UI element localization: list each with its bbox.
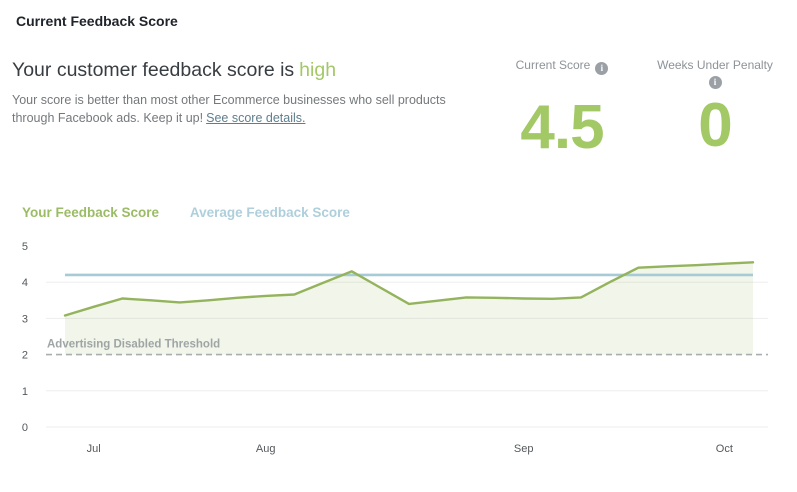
legend-your-feedback-score[interactable]: Your Feedback Score (22, 205, 160, 220)
y-axis-tick-label: 3 (22, 313, 28, 325)
current-score-stat: Current Score i 4.5 (492, 58, 632, 159)
x-axis-tick-label: Aug (256, 443, 276, 455)
current-score-value: 4.5 (520, 93, 604, 162)
x-axis-tick-label: Jul (87, 443, 101, 455)
info-icon[interactable]: i (708, 76, 722, 89)
headline-highlight: high (299, 59, 337, 81)
headline-text: Your customer feedback score is (12, 59, 295, 81)
threshold-label: Advertising Disabled Threshold (47, 339, 220, 351)
info-icon[interactable]: i (595, 62, 609, 75)
x-axis-tick-label: Sep (514, 443, 534, 455)
your-score-line (63, 261, 755, 317)
current-score-label: Current Score i (492, 58, 632, 75)
x-axis-tick-label: Oct (716, 443, 733, 455)
description: Your score is better than most other Eco… (12, 92, 468, 127)
page-title: Current Feedback Score (16, 13, 178, 29)
y-axis-tick-label: 2 (22, 350, 28, 362)
see-score-details-link[interactable]: See score details. (206, 110, 306, 125)
y-axis-tick-label: 4 (22, 277, 28, 289)
legend-average-feedback-score[interactable]: Average Feedback Score (189, 205, 350, 220)
chart-legend: Your Feedback Score Average Feedback Sco… (22, 205, 350, 220)
your-score-area (65, 262, 753, 355)
description-text: Your score is better than most other Eco… (12, 93, 446, 125)
weeks-under-penalty-stat: Weeks Under Penalty i 0 (645, 58, 785, 157)
y-axis-tick-label: 1 (22, 386, 28, 398)
y-axis-tick-label: 5 (22, 241, 28, 253)
weeks-under-penalty-label: Weeks Under Penalty i (657, 58, 773, 89)
y-axis-tick-label: 0 (22, 422, 28, 434)
headline: Your customer feedback score is high (12, 59, 336, 82)
weeks-under-penalty-value: 0 (698, 91, 732, 160)
